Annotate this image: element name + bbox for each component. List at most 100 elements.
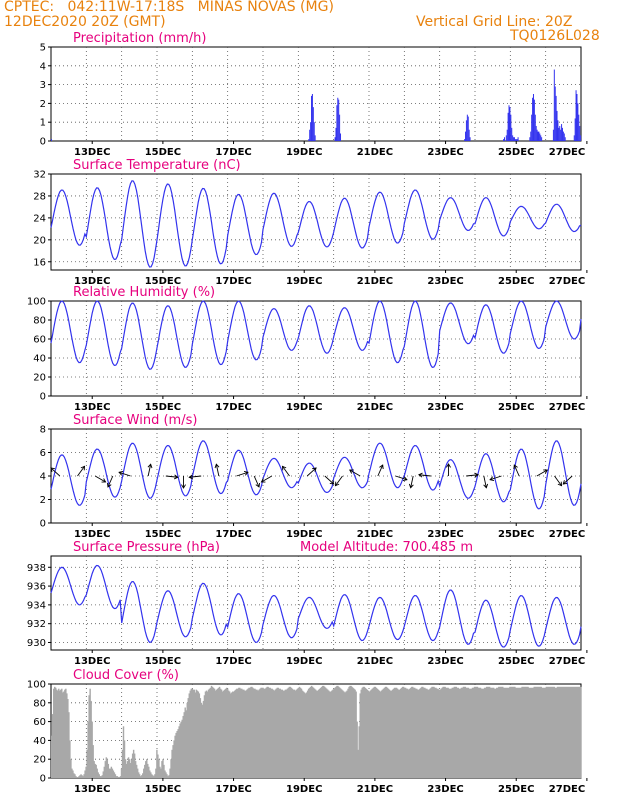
cloud-bar: [189, 690, 191, 778]
cloud-bar: [152, 775, 154, 778]
precip-bar: [540, 135, 542, 141]
psfc-xtick-label: 21DEC: [357, 656, 393, 667]
precip-bar: [517, 137, 519, 141]
cloud-bar: [316, 690, 318, 778]
cloud-bar: [144, 764, 146, 778]
cloud-bar: [508, 687, 510, 778]
temp-ytick-label: 32: [33, 170, 46, 181]
cloud-bar: [440, 688, 442, 778]
cloud-bar: [178, 726, 180, 778]
cloud-bar: [148, 766, 150, 778]
cloud-bar: [105, 757, 108, 778]
rh-ytick-label: 80: [33, 316, 46, 327]
cloud-bar: [502, 686, 504, 778]
cloud-bar: [314, 689, 317, 778]
cloud-bar: [195, 689, 198, 778]
precip-bar: [513, 137, 515, 141]
cloud-bar: [79, 775, 81, 778]
cloud-bar: [268, 687, 270, 778]
precip-bar: [538, 131, 540, 141]
cloud-bar: [288, 686, 291, 778]
cloud-bar: [78, 776, 80, 778]
cloud-bar: [338, 686, 340, 778]
cloud-bar: [155, 768, 157, 778]
product-code: TQ0126L028: [510, 28, 600, 44]
cloud-bar: [331, 690, 333, 778]
cloud-bar: [98, 774, 100, 778]
cloud-bar: [96, 768, 98, 778]
cloud-bar: [111, 768, 114, 778]
cloud-bar: [300, 688, 303, 778]
cloud-bar: [549, 686, 552, 778]
cloud-bar: [165, 772, 167, 778]
precip-bar: [532, 94, 534, 141]
precip-bar: [334, 137, 336, 141]
cloud-bar: [100, 776, 102, 778]
cloud-bar: [357, 749, 359, 778]
cloud-bar: [246, 689, 248, 778]
cloud-bar: [578, 686, 581, 778]
cloud-bar: [572, 686, 575, 778]
cloud-bar: [396, 688, 399, 778]
cloud-bar: [202, 700, 205, 778]
cloud-bar: [186, 702, 188, 778]
precip-bar: [560, 129, 562, 141]
wind-arrow-head: [173, 474, 179, 480]
cloud-bar: [411, 686, 413, 778]
precip-bar: [534, 114, 536, 141]
wind-arrow: [165, 475, 178, 478]
cloud-bar: [136, 768, 139, 778]
cloud-bar: [387, 688, 390, 778]
wind-arrow-head: [147, 463, 153, 469]
precip-bar: [513, 137, 515, 141]
cloud-bar: [507, 687, 509, 778]
cloud-bar: [504, 687, 506, 778]
cloud-bar: [224, 688, 227, 778]
cloud-bar: [242, 689, 244, 778]
cloud-bar: [235, 689, 237, 778]
cloud-bar: [490, 687, 493, 778]
precip-ytick-label: 3: [40, 80, 46, 91]
wind-arrow: [324, 475, 335, 485]
precip-bar: [310, 122, 312, 141]
precip-bar: [503, 139, 505, 141]
psfc-xtick-label: 13DEC: [74, 656, 110, 667]
cloud-bar: [551, 686, 554, 778]
cloud-bar: [505, 687, 507, 778]
wind-arrow-head: [101, 478, 107, 483]
cloud-bar: [376, 688, 379, 778]
cloud-bar: [369, 690, 372, 778]
cloud-bar: [205, 690, 208, 778]
cloud-bar: [51, 735, 53, 778]
cloud-bar: [116, 776, 119, 778]
cloud-bar: [408, 689, 410, 778]
cloud-bar: [366, 689, 368, 778]
cloud-bar: [150, 772, 152, 778]
cloud-bar: [561, 686, 564, 778]
precip-title: Precipitation (mm/h): [73, 31, 206, 46]
cloud-bar: [75, 776, 77, 778]
precip-bar: [533, 99, 535, 141]
precip-bar: [532, 97, 534, 141]
rh-line: [50, 300, 582, 370]
cloud-bar: [262, 687, 264, 778]
cloud-bar: [379, 691, 382, 778]
cloud-bar: [548, 686, 551, 778]
psfc-xtick-label: 23DEC: [427, 656, 463, 667]
cloud-bar: [453, 686, 455, 778]
cloud-bar: [120, 768, 123, 778]
cloud-bar: [553, 686, 556, 778]
cloud-bar: [156, 749, 158, 778]
wind-ytick-label: 2: [40, 495, 46, 506]
wind-arrow-head: [260, 478, 266, 483]
cloud-bar: [140, 776, 142, 778]
cloud-bar: [349, 685, 351, 778]
psfc-xtick-label: 25DEC: [498, 656, 534, 667]
cloud-bar: [370, 689, 373, 778]
cloud-bar: [424, 687, 426, 778]
temp-xtick-label: 25DEC: [498, 276, 534, 287]
cloud-bar: [501, 686, 503, 778]
precip-bar: [575, 90, 577, 141]
wind-arrow-head: [543, 469, 548, 474]
wind-arrow-head: [181, 484, 186, 489]
